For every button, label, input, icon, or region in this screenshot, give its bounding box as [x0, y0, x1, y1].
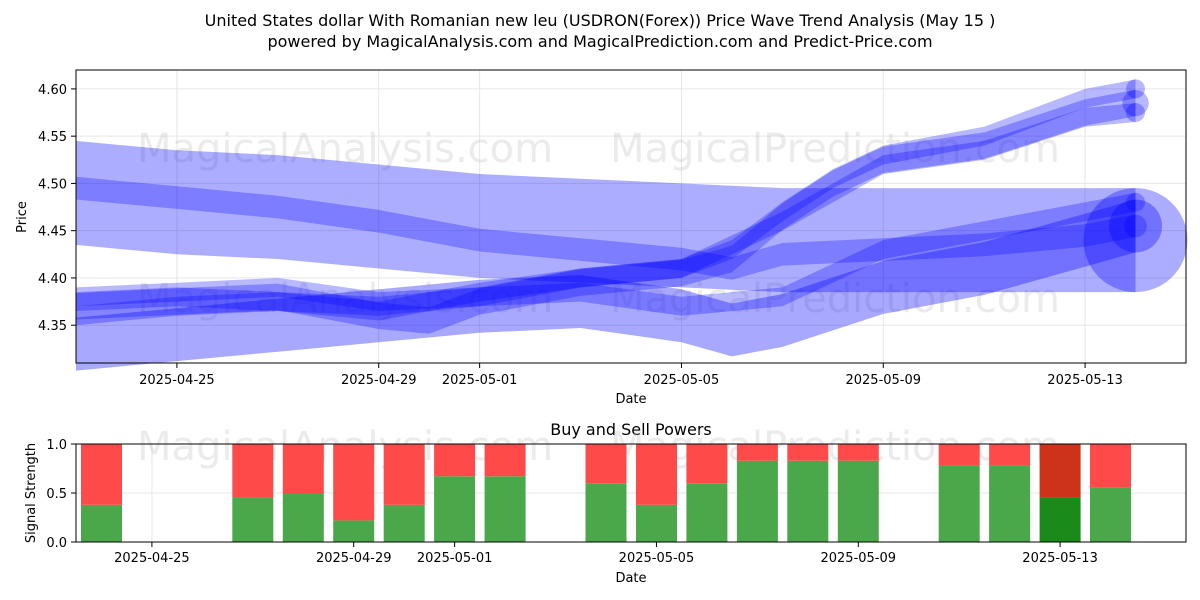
chart-subtitle: powered by MagicalAnalysis.com and Magic…: [267, 32, 932, 51]
top-watermarks: MagicalAnalysis.com MagicalPrediction.com…: [137, 126, 1060, 322]
sell-bar: [484, 444, 526, 477]
price-band-1: [76, 176, 1136, 280]
buy-bar: [736, 460, 778, 542]
price-band-cap-5: [1126, 79, 1145, 99]
sell-bar: [383, 444, 425, 505]
price-band-6: [76, 103, 1136, 326]
top-gridlines: [76, 70, 1186, 363]
price-band-4: [76, 89, 1136, 334]
bottom-y-tick-label: 0.0: [46, 536, 67, 551]
buy-bar: [1039, 497, 1081, 542]
price-band-3: [76, 192, 1136, 316]
buy-bar: [938, 465, 980, 542]
price-band-cap-0: [1083, 188, 1188, 293]
price-wave-chart: MagicalAnalysis.com MagicalPrediction.com…: [15, 69, 1188, 407]
buy-bar: [484, 476, 526, 542]
sell-bar: [686, 444, 728, 484]
top-x-ticks: 2025-04-25 2025-04-29 2025-05-01 2025-05-05…: [139, 363, 1123, 388]
top-x-tick-label: 2025-05-09: [845, 373, 921, 388]
price-bands: [76, 79, 1188, 371]
price-band-5: [76, 79, 1136, 311]
buy-bar: [636, 504, 677, 542]
bottom-x-axis-label: Date: [615, 571, 646, 586]
buy-bar: [787, 460, 829, 542]
buy-bar: [989, 465, 1031, 542]
buy-bar: [837, 460, 879, 542]
buy-bar: [585, 483, 627, 542]
price-band-0: [76, 140, 1136, 293]
top-y-tick-label: 4.55: [38, 130, 67, 145]
bottom-x-tick-label: 2025-05-09: [820, 551, 896, 566]
price-band-cap-6: [1126, 103, 1145, 122]
top-y-tick-label: 4.50: [38, 177, 67, 192]
watermark-text: MagicalPrediction.com: [610, 424, 1060, 470]
top-x-tick-label: 2025-05-01: [442, 373, 518, 388]
top-x-tick-label: 2025-04-29: [341, 373, 417, 388]
bottom-y-tick-label: 0.5: [46, 487, 67, 502]
price-band-cap-1: [1124, 214, 1147, 238]
bottom-y-axis-label: Signal Strength: [24, 443, 39, 543]
price-band-cap-3: [1126, 192, 1145, 212]
sell-bar: [282, 444, 324, 493]
top-x-tick-label: 2025-05-13: [1047, 373, 1123, 388]
sell-bar: [837, 444, 879, 461]
buy-bar: [1090, 487, 1131, 542]
top-y-ticks: 4.35 4.40 4.45 4.50 4.55 4.60: [38, 83, 76, 334]
sell-bar: [787, 444, 829, 461]
sell-bar: [1039, 444, 1081, 498]
buy-bar: [434, 476, 476, 542]
top-y-tick-label: 4.45: [38, 225, 67, 240]
bottom-x-tick-label: 2025-04-25: [114, 551, 190, 566]
top-plot-frame: [75, 69, 1187, 364]
sell-bar: [333, 444, 375, 521]
top-x-axis-label: Date: [615, 392, 646, 407]
signal-bars: [81, 444, 1131, 542]
sell-bar: [1090, 444, 1131, 488]
bottom-y-tick-label: 1.0: [46, 438, 67, 453]
sell-bar: [989, 444, 1031, 466]
buy-bar: [282, 493, 324, 542]
chart-title: United States dollar With Romanian new l…: [205, 11, 996, 30]
bottom-y-ticks: 0.0 0.5 1.0: [46, 438, 76, 551]
bottom-x-tick-label: 2025-04-29: [316, 551, 392, 566]
top-x-tick-label: 2025-04-25: [139, 373, 215, 388]
sell-bar: [232, 444, 274, 498]
sell-bar: [938, 444, 980, 466]
top-y-axis-label: Price: [15, 201, 30, 233]
top-y-tick-label: 4.40: [38, 272, 67, 287]
sell-bar: [585, 444, 627, 484]
bottom-x-tick-label: 2025-05-01: [417, 551, 493, 566]
buy-bar: [81, 504, 122, 542]
price-band-cap-2: [1109, 199, 1162, 253]
bottom-chart-title: Buy and Sell Powers: [550, 420, 712, 439]
price-band-2: [76, 199, 1136, 371]
watermark-text: MagicalPrediction.com: [610, 126, 1060, 172]
buy-bar: [232, 497, 274, 542]
watermark-text: MagicalPrediction.com: [610, 276, 1060, 322]
buy-bar: [383, 504, 425, 542]
watermark-text: MagicalAnalysis.com: [137, 126, 553, 172]
top-y-tick-label: 4.60: [38, 83, 67, 98]
bottom-x-tick-label: 2025-05-05: [619, 551, 695, 566]
top-x-tick-label: 2025-05-05: [644, 373, 720, 388]
price-band-cap-4: [1122, 89, 1149, 117]
sell-bar: [81, 444, 122, 505]
buy-bar: [686, 483, 728, 542]
buy-sell-chart: Buy and Sell Powers MagicalAnalysis.comM…: [24, 420, 1187, 586]
bottom-x-ticks: 2025-04-25 2025-04-29 2025-05-01 2025-05-05…: [114, 542, 1098, 566]
bottom-x-tick-label: 2025-05-13: [1022, 551, 1098, 566]
top-plot-area: [76, 70, 1186, 363]
sell-bar: [434, 444, 476, 477]
sell-bar: [636, 444, 677, 505]
buy-bar: [333, 520, 375, 542]
watermark-text: MagicalAnalysis.com: [137, 276, 553, 322]
top-y-tick-label: 4.35: [38, 319, 67, 334]
sell-bar: [736, 444, 778, 461]
